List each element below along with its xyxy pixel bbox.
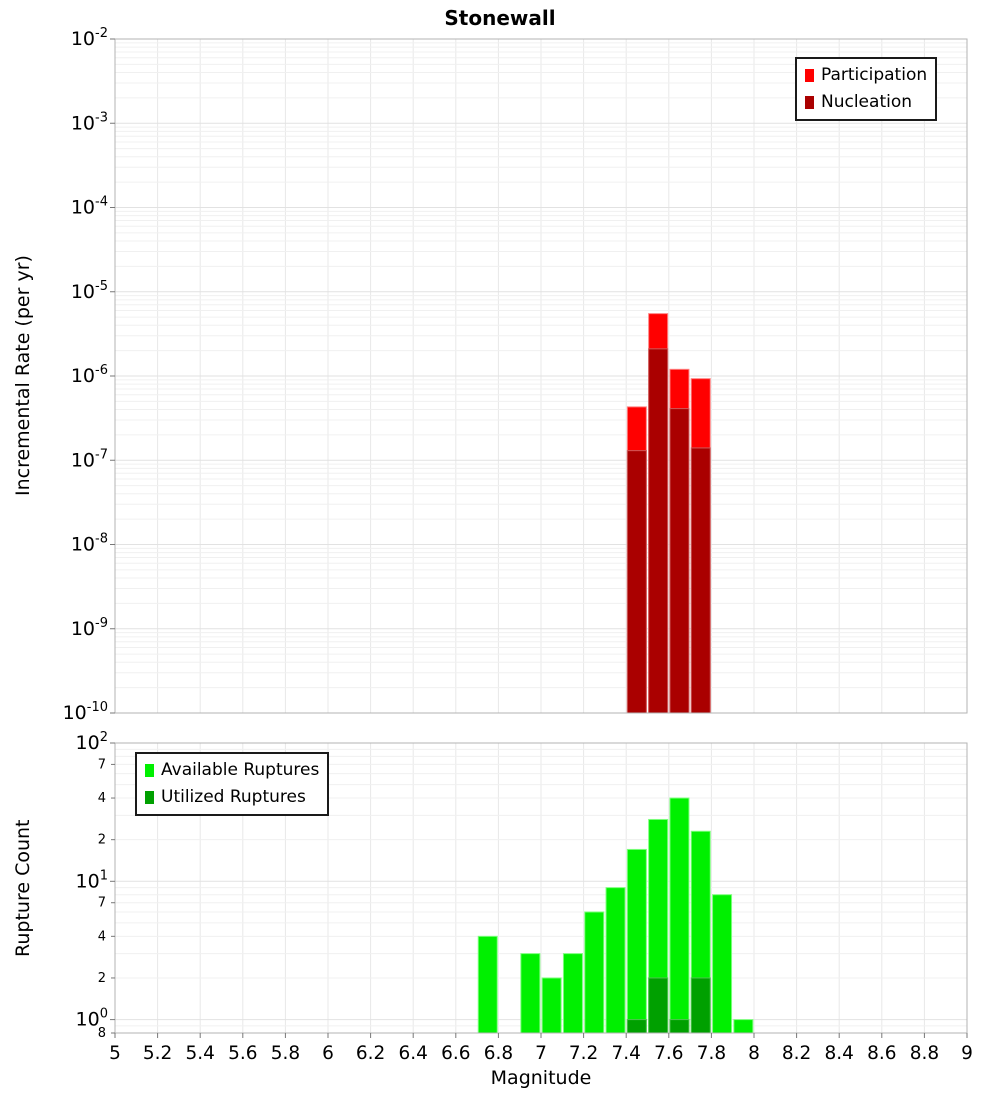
legend-label-utilized-ruptures: Utilized Ruptures — [161, 787, 306, 807]
utilized-ruptures-bar — [669, 1019, 690, 1034]
y-tick-label: 10-3 — [71, 110, 108, 134]
top-legend: Participation Nucleation — [795, 57, 938, 121]
legend-item-utilized-ruptures: Utilized Ruptures — [145, 784, 319, 811]
y-minor-tick-label: 7 — [98, 757, 106, 772]
y-tick-label: 10-10 — [63, 700, 108, 724]
x-tick-label: 9 — [961, 1043, 973, 1064]
x-tick-label: 8.2 — [782, 1043, 811, 1064]
legend-item-participation: Participation — [805, 62, 927, 89]
y-minor-tick-label: 2 — [98, 833, 106, 848]
x-tick-label: 8 — [748, 1043, 760, 1064]
nucleation-bar — [690, 447, 711, 714]
x-tick-label: 5.8 — [271, 1043, 300, 1064]
y-minor-tick-label: 4 — [98, 929, 106, 944]
legend-label-participation: Participation — [821, 65, 928, 85]
x-tick-label: 5.2 — [143, 1043, 172, 1064]
legend-label-available-ruptures: Available Ruptures — [161, 760, 320, 780]
participation-marker — [805, 69, 814, 82]
y-minor-tick-label: 2 — [98, 971, 106, 986]
available-ruptures-bar — [584, 911, 605, 1034]
y-tick-label: 102 — [76, 730, 108, 754]
x-tick-label: 7.2 — [569, 1043, 598, 1064]
utilized-ruptures-bar — [690, 977, 711, 1034]
y-tick-label: 10-2 — [71, 26, 108, 50]
available-ruptures-bar — [669, 797, 690, 1034]
x-axis-label: Magnitude — [490, 1067, 592, 1089]
available-ruptures-bar — [605, 887, 626, 1034]
available-ruptures-bar — [562, 953, 583, 1034]
y-tick-label: 10-8 — [71, 532, 108, 556]
available-ruptures-bar — [712, 894, 733, 1034]
x-tick-label: 5 — [109, 1043, 121, 1064]
y-tick-label: 101 — [76, 868, 108, 892]
y-tick-label: 10-4 — [71, 195, 108, 219]
nucleation-bar — [648, 348, 669, 714]
x-tick-label: 8.8 — [910, 1043, 939, 1064]
x-tick-label: 5.4 — [185, 1043, 214, 1064]
legend-item-nucleation: Nucleation — [805, 89, 927, 116]
chart-title: Stonewall — [444, 6, 556, 30]
nucleation-bar — [626, 450, 647, 714]
x-tick-label: 6.2 — [356, 1043, 385, 1064]
y-minor-tick-label: 7 — [98, 896, 106, 911]
y-tick-label: 10-5 — [71, 279, 108, 303]
available-ruptures-bar — [626, 848, 647, 1034]
nucleation-marker — [805, 96, 814, 109]
x-tick-label: 7.8 — [697, 1043, 726, 1064]
top-chart: 10-2 10-3 10-4 10-5 10-6 10-7 10-8 10-9 10-10 — [63, 26, 968, 724]
available-ruptures-bar — [477, 935, 498, 1034]
bottom-legend: Available Ruptures Utilized Ruptures — [135, 752, 330, 816]
available-ruptures-bar — [520, 953, 541, 1034]
y-tick-label: 10-6 — [71, 363, 108, 387]
available-ruptures-bar — [541, 977, 562, 1034]
available-ruptures-bar — [733, 1019, 754, 1034]
x-tick-label: 7 — [535, 1043, 547, 1064]
y-tick-label: 10-7 — [71, 447, 108, 471]
x-tick-label: 6.8 — [484, 1043, 513, 1064]
x-tick-label: 5.6 — [228, 1043, 257, 1064]
y-tick-label: 10-9 — [71, 616, 108, 640]
y-minor-tick-label: 4 — [98, 791, 106, 806]
utilized-ruptures-bar — [626, 1019, 647, 1034]
x-tick-label: 7.6 — [654, 1043, 683, 1064]
y-tick-label: 100 — [76, 1007, 108, 1031]
legend-label-nucleation: Nucleation — [821, 92, 913, 112]
nucleation-bar — [669, 408, 690, 714]
x-tick-label: 6 — [322, 1043, 334, 1064]
x-tick-label: 6.6 — [441, 1043, 470, 1064]
x-tick-label: 6.4 — [398, 1043, 427, 1064]
utilized-ruptures-marker — [145, 791, 154, 804]
y-minor-tick-label: 8 — [98, 1026, 106, 1041]
utilized-ruptures-bar — [648, 977, 669, 1034]
x-tick-label: 8.6 — [867, 1043, 896, 1064]
x-tick-label: 8.4 — [824, 1043, 853, 1064]
x-tick-label: 7.4 — [611, 1043, 640, 1064]
available-ruptures-marker — [145, 764, 154, 777]
legend-item-available-ruptures: Available Ruptures — [145, 757, 319, 784]
